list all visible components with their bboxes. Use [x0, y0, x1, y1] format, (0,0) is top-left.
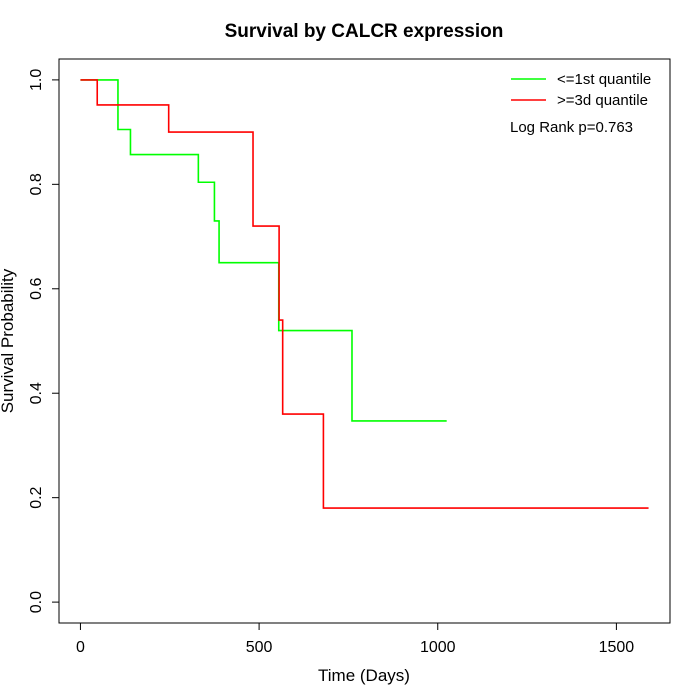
- chart-title: Survival by CALCR expression: [225, 21, 504, 42]
- y-tick-label: 1.0: [28, 69, 45, 91]
- y-tick-label: 0.6: [28, 278, 45, 300]
- series-line-1: [80, 79, 447, 422]
- x-axis: 0 500 1000 1500: [76, 622, 635, 656]
- y-tick-label: 0.4: [28, 382, 45, 404]
- series-layer: [80, 79, 649, 509]
- y-tick-label: 0.8: [28, 173, 45, 195]
- legend: <=1st quantile >=3d quantile: [511, 71, 651, 109]
- y-tick-label: 0.0: [28, 591, 45, 613]
- x-tick-label: 500: [246, 639, 273, 656]
- series-line-2: [80, 79, 649, 509]
- y-axis: 0.0 0.2 0.4 0.6 0.8 1.0: [28, 69, 60, 613]
- x-tick-label: 0: [76, 639, 85, 656]
- x-tick-label: 1500: [599, 639, 635, 656]
- legend-label-2: >=3d quantile: [557, 92, 648, 109]
- x-axis-title: Time (Days): [318, 666, 410, 685]
- legend-label-1: <=1st quantile: [557, 71, 651, 88]
- log-rank-annotation: Log Rank p=0.763: [510, 119, 633, 136]
- y-axis-title: Survival Probability: [0, 268, 17, 413]
- x-tick-label: 1000: [420, 639, 456, 656]
- y-tick-label: 0.2: [28, 486, 45, 508]
- plot-frame: [58, 58, 671, 624]
